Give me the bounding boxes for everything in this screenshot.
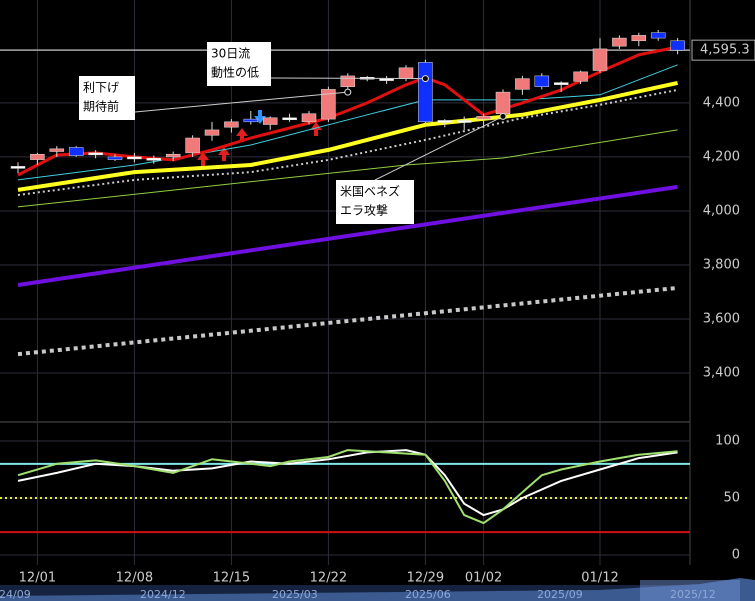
annotation-text: 利下げ (83, 81, 119, 95)
candle-body (68, 147, 84, 156)
candle-body (456, 120, 472, 123)
candle-body (476, 116, 491, 120)
y-tick-label: 4,000 (703, 203, 740, 218)
buy-signal (310, 122, 322, 136)
line-series (17, 449, 678, 525)
y-tick-label: 50 (723, 491, 740, 506)
navigator-window[interactable] (640, 580, 740, 601)
x-tick-label: 01/02 (465, 571, 502, 586)
candle-body (30, 153, 45, 160)
annotation-box (336, 180, 414, 224)
annotation-text: 期待前 (83, 99, 119, 114)
candle-body (612, 37, 627, 47)
candle-body (321, 89, 336, 120)
y-tick-label: 100 (715, 434, 740, 449)
annotation-point (344, 88, 352, 96)
current-price-label: 4,595.3 (700, 43, 750, 58)
candle-body (534, 75, 550, 87)
annotation-leader (374, 115, 504, 181)
y-tick-label: 4,200 (703, 149, 740, 164)
candle-body (204, 129, 220, 136)
x-tick-label: 12/01 (19, 571, 56, 586)
annotation-point (499, 112, 507, 120)
candle-body (243, 118, 259, 123)
buy-signal (197, 152, 209, 166)
current-price-box (691, 39, 755, 61)
navigator-label: 2025/03 (272, 588, 318, 601)
annotation-leader (270, 77, 426, 80)
candle-body (631, 35, 647, 42)
candle-body (224, 121, 239, 128)
annotation-box (79, 76, 135, 120)
line-series (17, 129, 678, 208)
navigator-area (0, 578, 755, 601)
candle-body (573, 71, 588, 82)
navigator-label: 2024/09 (0, 588, 31, 601)
annotation-text: 動性の低 (211, 66, 259, 80)
candle-body (515, 78, 530, 90)
navigator-label: 2025/09 (537, 588, 583, 601)
candle-body (282, 117, 297, 121)
candle-body (650, 32, 666, 39)
candle-body (398, 67, 414, 79)
candle-body (165, 153, 181, 158)
x-tick-label: 12/15 (213, 571, 250, 586)
line-series (17, 285, 678, 357)
candle-body (670, 40, 685, 51)
candle-body (88, 152, 103, 156)
annotation-text: 30日流 (211, 47, 250, 61)
navigator-label: 2025/06 (405, 588, 451, 601)
x-tick-label: 12/22 (310, 571, 347, 586)
candle-body (418, 62, 433, 123)
line-series (17, 88, 678, 196)
annotation-leader (134, 91, 348, 113)
x-tick-label: 01/12 (581, 571, 618, 586)
candle-body (495, 91, 511, 114)
y-tick-label: 3,400 (703, 366, 740, 381)
candle-body (340, 75, 356, 87)
candle-body (49, 148, 65, 152)
line-series (17, 80, 679, 192)
y-tick-label: 3,600 (703, 311, 740, 326)
candle-body (301, 113, 317, 123)
annotation-text: 米国ベネズ (340, 184, 400, 199)
candle-body (10, 166, 26, 169)
y-tick-label: 3,800 (703, 257, 740, 272)
candle-body (553, 82, 569, 85)
line-series (17, 184, 678, 287)
y-tick-label: 4,400 (703, 95, 740, 110)
buy-signal (236, 128, 248, 142)
sell-signal (254, 110, 266, 124)
candle-body (185, 137, 200, 154)
buy-signal (218, 147, 230, 161)
x-tick-label: 12/29 (407, 571, 444, 586)
navigator-label: 2025/12 (670, 588, 716, 601)
annotation-box (207, 42, 271, 86)
candle-body (262, 117, 278, 125)
navigator-label: 2024/12 (140, 588, 186, 601)
candle-body (146, 158, 162, 161)
candle-body (107, 156, 123, 160)
candle-body (127, 156, 142, 160)
candle-body (437, 120, 453, 123)
y-tick-label: 0 (732, 547, 740, 562)
annotation-text: エラ攻撃 (340, 203, 388, 218)
x-tick-label: 12/08 (116, 571, 153, 586)
candle-body (592, 48, 608, 71)
signals (197, 110, 322, 166)
annotation-point (421, 75, 429, 83)
